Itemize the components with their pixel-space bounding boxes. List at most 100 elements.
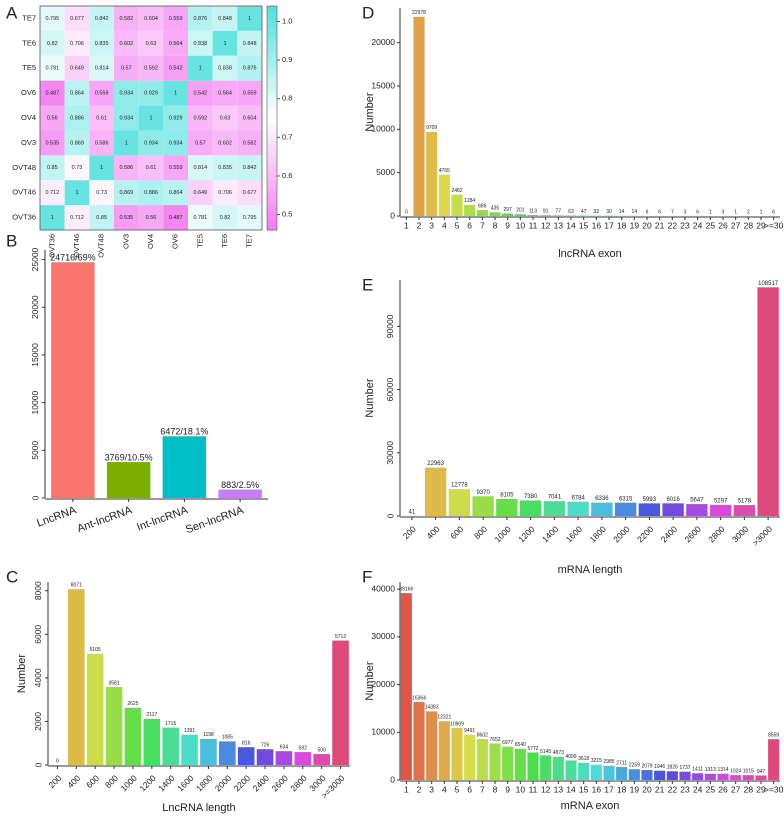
value-label: 3215 — [591, 758, 602, 764]
value-label: 77 — [556, 209, 562, 215]
cell-label: 0.57 — [195, 140, 206, 146]
bar — [578, 762, 590, 780]
x-tick-label: 400 — [425, 524, 442, 541]
y-tick-label: 5000 — [30, 441, 40, 460]
x-tick-label: 23 — [680, 220, 690, 230]
heat-cell — [237, 55, 262, 81]
colorbar-step — [267, 106, 277, 113]
value-label: 0 — [56, 758, 59, 764]
value-label: 6 — [646, 209, 649, 215]
bar — [219, 741, 236, 765]
heat-cell — [212, 130, 238, 156]
row-label: OV4 — [21, 113, 36, 122]
cell-label: 0.56 — [146, 215, 157, 221]
frame — [39, 5, 263, 231]
value-label: 297 — [503, 207, 512, 213]
value-label: 816 — [242, 741, 251, 747]
x-tick-label: 28 — [744, 220, 754, 230]
cell-label: 0.604 — [243, 115, 257, 121]
bar — [294, 752, 312, 765]
cell-label: 0.814 — [193, 165, 207, 171]
value-label: 1737 — [679, 765, 690, 771]
value-label: 1 — [760, 209, 763, 215]
x-tick-label: Sen-lncRNA — [184, 504, 246, 536]
column-label: OV3 — [121, 234, 130, 249]
x-tick-label: 200 — [401, 524, 418, 541]
bar — [424, 467, 447, 516]
colorbar-step — [267, 28, 277, 35]
heat-cell — [163, 6, 188, 31]
value-label: 3 — [722, 209, 725, 215]
colorbar-step — [267, 39, 277, 46]
value-label: 4765 — [439, 168, 450, 174]
bar — [181, 734, 198, 765]
cell-label: 0.835 — [218, 165, 232, 171]
value-label: 1015 — [743, 768, 754, 774]
heat-cell — [64, 55, 90, 81]
cell-label: 0.602 — [119, 41, 133, 47]
heat-cell — [64, 30, 90, 56]
value-label: 3 — [684, 209, 687, 215]
y-tick-label: 20000 — [371, 679, 395, 689]
cell-label: 0.82 — [220, 215, 231, 221]
value-label: 6977 — [502, 740, 513, 746]
value-label: 2625 — [127, 701, 138, 707]
y-tick-label: 25000 — [30, 247, 40, 271]
cell-label: 1 — [199, 66, 202, 72]
value-label: 2 — [747, 209, 750, 215]
value-label: 634 — [280, 745, 289, 751]
bar — [200, 738, 217, 765]
value-label: 16364 — [412, 695, 426, 701]
heat-cell — [40, 6, 65, 31]
row-label: TE6 — [22, 38, 36, 47]
cell-label: 0.56 — [47, 115, 58, 121]
colorbar-step — [267, 151, 277, 158]
bar — [552, 215, 564, 216]
x-tick-label: 1600 — [175, 773, 196, 794]
bar — [464, 204, 476, 216]
cell-label: 0.85 — [47, 165, 58, 171]
cell-label: 1 — [248, 16, 251, 22]
x-tick-label: 2000 — [611, 524, 632, 545]
bar — [717, 773, 729, 780]
x-tick-label: 2200 — [232, 773, 253, 794]
bar — [502, 213, 514, 216]
heat-cell — [138, 30, 164, 56]
x-tick-label: 17 — [604, 784, 614, 794]
column-label: TE5 — [195, 234, 204, 248]
row-label: OVT36 — [12, 213, 36, 222]
bar — [143, 718, 161, 765]
cell-label: 0.542 — [193, 91, 207, 97]
value-label: 1198 — [203, 732, 214, 738]
heat-cell — [40, 155, 65, 181]
heat-cell — [138, 80, 164, 106]
x-tick-label: 18 — [617, 220, 627, 230]
value-label: 5178 — [738, 499, 752, 505]
y-tick-label: 30000 — [371, 631, 395, 641]
bar — [489, 743, 501, 780]
cell-label: 0.838 — [218, 66, 232, 72]
cell-label: 0.781 — [193, 215, 207, 221]
heat-cell — [188, 205, 213, 230]
value-label: 8602 — [477, 732, 488, 738]
y-tick-label: 6000 — [33, 625, 43, 644]
colorbar-step — [267, 56, 277, 63]
x-tick-label: 600 — [84, 773, 101, 790]
panel-letter: E — [362, 275, 373, 294]
value-label: 5105 — [90, 647, 101, 653]
x-tick-label: 26 — [718, 784, 728, 794]
x-tick-label: 27 — [731, 220, 741, 230]
value-label: 24716/69% — [50, 253, 96, 263]
x-tick-label: 600 — [448, 524, 465, 541]
bar — [496, 498, 518, 516]
cell-label: 0.542 — [169, 66, 183, 72]
y-tick-label: 8000 — [33, 581, 43, 600]
x-tick-label: 5 — [455, 784, 460, 794]
x-tick-label: 1800 — [587, 524, 608, 545]
cell-label: 0.864 — [70, 91, 84, 97]
x-tick-label: >=30 — [764, 220, 784, 230]
colorbar-step — [267, 190, 277, 197]
bar — [519, 500, 542, 516]
x-tick-label: 2400 — [659, 524, 680, 545]
